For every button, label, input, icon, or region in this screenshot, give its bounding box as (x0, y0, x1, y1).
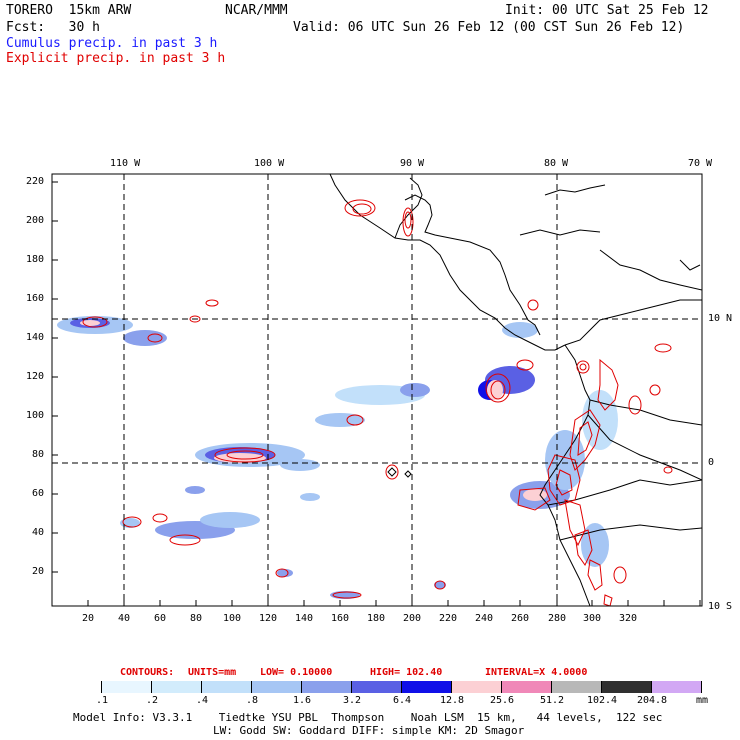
legend-cumulus: Cumulus precip. in past 3 h (6, 36, 218, 51)
y-tick-label: 200 (26, 215, 45, 226)
colorbar-label: 6.4 (392, 695, 412, 706)
lon-label: 100 W (254, 158, 285, 169)
x-tick-label: 320 (619, 613, 638, 624)
colorbar-unit: mm (696, 695, 709, 706)
contours-high: HIGH= 102.40 (370, 667, 443, 678)
colorbar-cell (652, 681, 702, 693)
init-time: Init: 00 UTC Sat 25 Feb 12 (505, 3, 709, 18)
colorbar-label: .4 (195, 695, 209, 706)
colorbar-label: 204.8 (636, 695, 668, 706)
model-physics: LW: Godd SW: Goddard DIFF: simple KM: 2D… (213, 724, 525, 737)
lat-lon-grid (52, 174, 702, 606)
colorbar-label: 3.2 (342, 695, 362, 706)
colorbar-label: 102.4 (586, 695, 618, 706)
y-tick-label: 60 (32, 488, 45, 499)
colorbar-cell (452, 681, 502, 693)
map-frame (51, 173, 703, 607)
x-tick-marks (87, 600, 701, 606)
y-tick-label: 20 (32, 566, 45, 577)
legend-explicit: Explicit precip. in past 3 h (6, 51, 226, 66)
coastlines (329, 174, 702, 606)
colorbar-cell (102, 681, 152, 693)
lat-label: 10 S (708, 601, 733, 612)
colorbar-cell (252, 681, 302, 693)
y-tick-label: 180 (26, 254, 45, 265)
x-tick-label: 20 (82, 613, 95, 624)
y-tick-label: 140 (26, 332, 45, 343)
explicit-precip-contours (82, 199, 673, 606)
colorbar-cell (552, 681, 602, 693)
valid-time: Valid: 06 UTC Sun 26 Feb 12 (00 CST Sun … (293, 20, 685, 35)
colorbar-label: .8 (245, 695, 259, 706)
x-tick-label: 220 (439, 613, 458, 624)
colorbar-label: 12.8 (439, 695, 465, 706)
lat-label: 0 (708, 457, 715, 468)
x-tick-label: 80 (190, 613, 203, 624)
model-title: TORERO 15km ARW (6, 3, 132, 18)
x-tick-label: 240 (475, 613, 494, 624)
y-tick-marks (52, 181, 58, 573)
colorbar-cell (202, 681, 252, 693)
colorbar-cell (502, 681, 552, 693)
center-name: NCAR/MMM (225, 3, 288, 18)
colorbar-cell (402, 681, 452, 693)
y-tick-label: 160 (26, 293, 45, 304)
colorbar-label: 51.2 (539, 695, 565, 706)
y-tick-label: 100 (26, 410, 45, 421)
colorbar-cell (152, 681, 202, 693)
x-tick-label: 60 (154, 613, 167, 624)
x-tick-label: 120 (259, 613, 278, 624)
lon-label: 90 W (400, 158, 425, 169)
colorbar-cell (352, 681, 402, 693)
contours-low: LOW= 0.10000 (260, 667, 333, 678)
colorbar-label: 1.6 (292, 695, 312, 706)
x-tick-label: 180 (367, 613, 386, 624)
forecast-hour: Fcst: 30 h (6, 20, 100, 35)
colorbar-label: 25.6 (489, 695, 515, 706)
lon-label: 110 W (110, 158, 141, 169)
y-tick-label: 80 (32, 449, 45, 460)
x-tick-label: 160 (331, 613, 350, 624)
y-tick-label: 220 (26, 176, 45, 187)
colorbar-label: .1 (95, 695, 109, 706)
x-tick-label: 280 (548, 613, 567, 624)
x-tick-label: 40 (118, 613, 131, 624)
contours-label: CONTOURS: (120, 667, 175, 678)
lat-label: 10 N (708, 313, 733, 324)
x-tick-label: 300 (583, 613, 602, 624)
y-tick-label: 120 (26, 371, 45, 382)
colorbar-label: .2 (145, 695, 159, 706)
colorbar-cell (52, 681, 102, 693)
contours-units: UNITS=mm (188, 667, 237, 678)
y-tick-label: 40 (32, 527, 45, 538)
contours-interval: INTERVAL=X 4.0000 (485, 667, 588, 678)
model-info: Model Info: V3.3.1 Tiedtke YSU PBL Thomp… (73, 711, 663, 724)
x-tick-label: 140 (295, 613, 314, 624)
x-tick-label: 100 (223, 613, 242, 624)
colorbar-cell (302, 681, 352, 693)
x-tick-label: 260 (511, 613, 530, 624)
x-tick-label: 200 (403, 613, 422, 624)
lon-label: 80 W (544, 158, 569, 169)
lon-label: 70 W (688, 158, 713, 169)
colorbar-cell (602, 681, 652, 693)
